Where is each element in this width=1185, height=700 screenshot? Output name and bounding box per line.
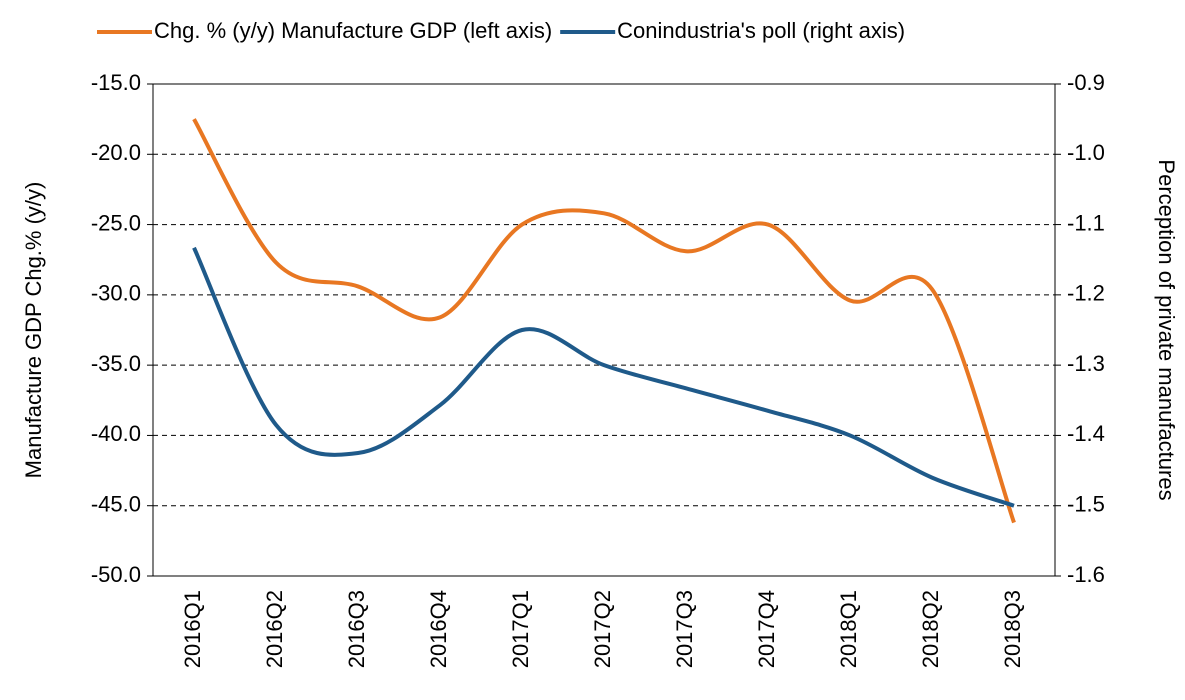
x-tick-label: 2018Q3 (1000, 590, 1025, 668)
y2-tick-label: -1.5 (1067, 492, 1105, 517)
y-tick-label: -40.0 (91, 421, 141, 446)
y2-tick-label: -1.2 (1067, 281, 1105, 306)
y-tick-label: -45.0 (91, 492, 141, 517)
x-tick-label: 2018Q1 (836, 590, 861, 668)
x-tick-label: 2016Q4 (426, 590, 451, 668)
y2-tick-label: -1.0 (1067, 140, 1105, 165)
series-line (192, 246, 1015, 508)
y-tick-label: -15.0 (91, 70, 141, 95)
x-tick-label: 2017Q2 (590, 590, 615, 668)
series-line (192, 118, 1016, 524)
x-tick-label: 2018Q2 (918, 590, 943, 668)
x-tick-label: 2016Q2 (262, 590, 287, 668)
y-tick-label: -20.0 (91, 140, 141, 165)
y2-tick-label: -1.1 (1067, 210, 1105, 235)
legend-label: Conindustria's poll (right axis) (617, 18, 905, 43)
y2-tick-label: -1.6 (1067, 562, 1105, 587)
x-tick-label: 2017Q3 (672, 590, 697, 668)
y-tick-label: -30.0 (91, 281, 141, 306)
x-tick-label: 2017Q1 (508, 590, 533, 668)
y-tick-label: -35.0 (91, 351, 141, 376)
x-tick-label: 2016Q3 (344, 590, 369, 668)
y2-tick-label: -1.4 (1067, 421, 1105, 446)
plot-frame (152, 83, 1056, 577)
y2-tick-label: -1.3 (1067, 351, 1105, 376)
y2-axis-label: Perception of private manufactures (1154, 159, 1179, 500)
x-tick-label: 2016Q1 (180, 590, 205, 668)
y-tick-label: -50.0 (91, 562, 141, 587)
y2-tick-label: -0.9 (1067, 70, 1105, 95)
x-tick-label: 2017Q4 (754, 590, 779, 668)
y-tick-label: -25.0 (91, 210, 141, 235)
y-axis-label: Manufacture GDP Chg.% (y/y) (21, 182, 46, 479)
legend-label: Chg. % (y/y) Manufacture GDP (left axis) (154, 18, 552, 43)
